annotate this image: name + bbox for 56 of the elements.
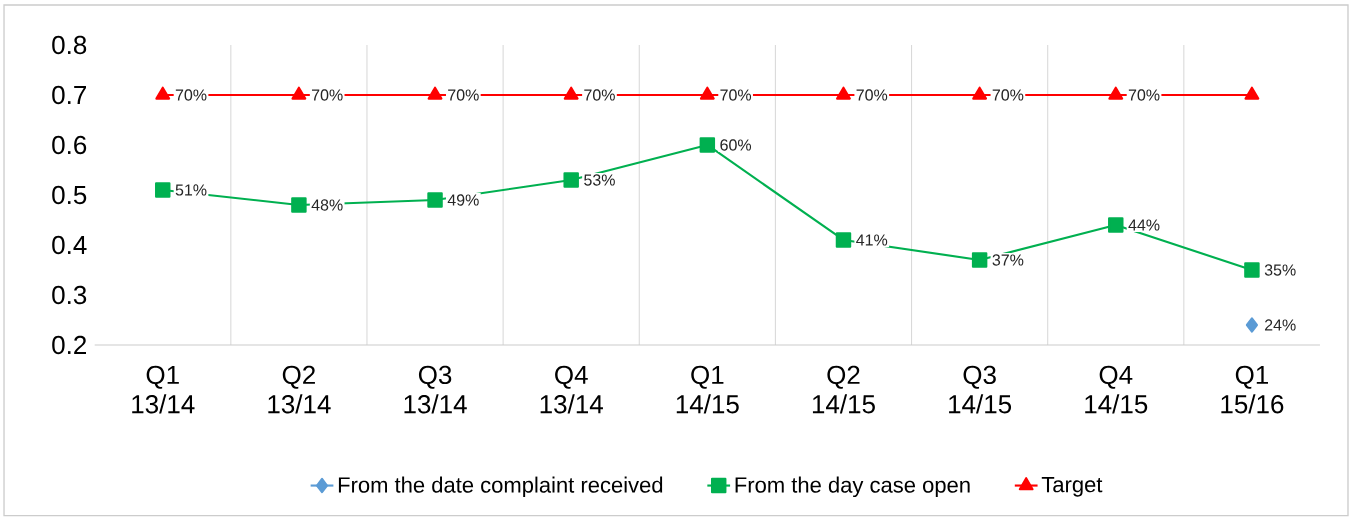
point xyxy=(563,86,579,100)
x-tick-label: Q4 14/15 xyxy=(1085,365,1148,414)
data-label: 51% xyxy=(175,184,207,196)
data-label: 70% xyxy=(1128,89,1160,101)
point xyxy=(1108,86,1124,100)
x-tick-label: Q4 13/14 xyxy=(540,365,603,414)
data-label: 41% xyxy=(856,234,888,246)
point xyxy=(427,86,443,100)
data-label: 37% xyxy=(992,254,1024,266)
point xyxy=(1244,86,1260,100)
point xyxy=(291,197,307,213)
y-tick-label: 0.6 xyxy=(52,135,87,155)
point xyxy=(699,86,715,100)
x-tick-label: Q3 13/14 xyxy=(404,365,467,414)
data-label: 70% xyxy=(175,89,207,101)
point xyxy=(155,86,171,100)
y-tick-label: 0.7 xyxy=(52,85,86,105)
data-label: 49% xyxy=(447,194,479,206)
legend-label: From the day case open xyxy=(735,476,970,498)
data-label: 48% xyxy=(311,199,343,211)
y-tick-label: 0.5 xyxy=(52,185,87,205)
point xyxy=(427,192,443,208)
point xyxy=(1108,217,1124,233)
data-label: 60% xyxy=(720,139,752,151)
point xyxy=(1245,317,1258,333)
point xyxy=(835,232,852,248)
legend-label: From the date complaint received xyxy=(338,476,663,498)
data-label: 70% xyxy=(311,89,343,101)
point xyxy=(155,182,171,198)
x-tick-label: Q1 13/14 xyxy=(132,365,195,414)
point xyxy=(291,86,307,100)
data-label: 70% xyxy=(584,89,615,101)
point xyxy=(972,86,988,100)
x-tick-label: Q2 14/15 xyxy=(812,365,875,414)
y-tick-label: 0.2 xyxy=(52,335,86,355)
legend-label: Target xyxy=(1041,476,1103,497)
point xyxy=(836,86,851,100)
x-tick-label: Q3 14/15 xyxy=(949,365,1012,414)
data-label: 70% xyxy=(856,89,888,101)
data-label: 70% xyxy=(448,89,479,101)
x-tick-label: Q1 14/15 xyxy=(676,365,739,414)
x-tick-label: Q1 15/16 xyxy=(1221,365,1284,414)
data-label: 35% xyxy=(1264,264,1296,276)
data-label: 70% xyxy=(720,89,752,101)
point xyxy=(1244,262,1260,278)
data-label: 24% xyxy=(1264,319,1296,331)
y-tick-label: 0.3 xyxy=(52,285,87,305)
data-label: 70% xyxy=(992,89,1024,101)
y-tick-label: 0.8 xyxy=(52,35,87,55)
point xyxy=(699,137,716,153)
y-tick-label: 0.4 xyxy=(52,235,87,255)
point xyxy=(971,252,988,268)
x-tick-label: Q2 13/14 xyxy=(268,365,331,414)
data-label: 53% xyxy=(584,174,615,186)
point xyxy=(563,172,579,188)
data-label: 44% xyxy=(1128,219,1160,231)
